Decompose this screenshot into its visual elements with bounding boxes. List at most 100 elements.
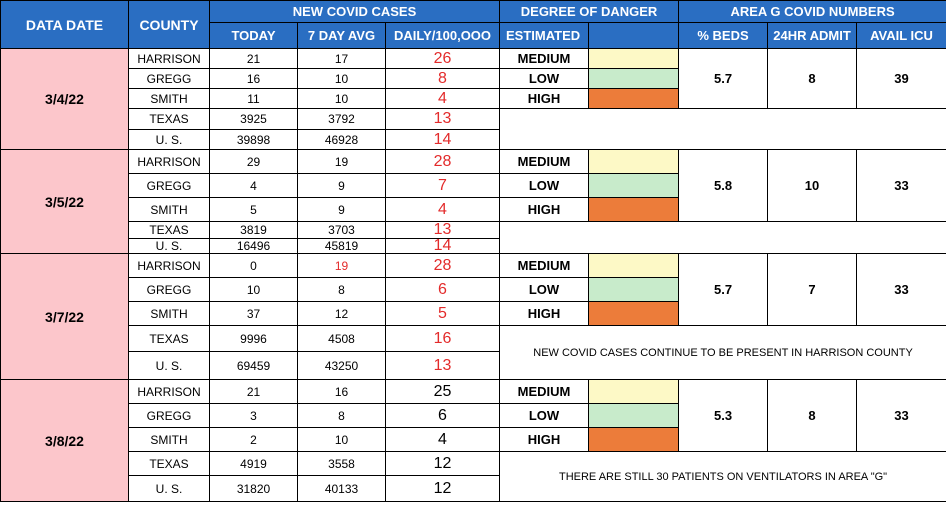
- county-cell: TEXAS: [128, 325, 210, 352]
- avg7-cell: 9: [297, 173, 386, 198]
- danger-swatch-low: [588, 173, 680, 198]
- county-cell: GREGG: [128, 173, 210, 198]
- icu-cell: 39: [856, 48, 946, 109]
- daily-cell: 13: [384, 108, 501, 130]
- today-cell: 3: [209, 403, 298, 428]
- danger-level-low: LOW: [499, 173, 590, 198]
- danger-swatch-high: [588, 427, 680, 452]
- county-cell: HARRISON: [128, 149, 210, 174]
- covid-report-table: DATA DATE COUNTY NEW COVID CASES DEGREE …: [0, 0, 946, 502]
- note-cell: NEW COVID CASES CONTINUE TO BE PRESENT I…: [499, 325, 946, 380]
- avg7-cell: 10: [297, 68, 386, 89]
- danger-level-high: HIGH: [499, 301, 590, 326]
- daily-header: DAILY/100,OOO: [384, 22, 501, 49]
- avg7-cell: 16: [297, 379, 386, 404]
- today-cell: 21: [209, 379, 298, 404]
- county-cell: HARRISON: [128, 253, 210, 278]
- county-cell: U. S.: [128, 129, 210, 150]
- county-cell: TEXAS: [128, 221, 210, 239]
- daily-cell: 6: [384, 403, 501, 428]
- avg7-cell: 10: [297, 88, 386, 109]
- danger-level-high: HIGH: [499, 427, 590, 452]
- today-cell: 4: [209, 173, 298, 198]
- danger-level-medium: MEDIUM: [499, 379, 590, 404]
- icu-header: AVAIL ICU: [856, 22, 946, 49]
- danger-swatch-low: [588, 277, 680, 302]
- data-date-header: DATA DATE: [0, 0, 129, 49]
- note-cell: [499, 221, 946, 254]
- avg7-cell: 12: [297, 301, 386, 326]
- danger-swatch-low: [588, 403, 680, 428]
- daily-cell: 6: [384, 277, 501, 302]
- avg7-cell: 4508: [297, 325, 386, 352]
- danger-swatch-high: [588, 197, 680, 222]
- admit-cell: 8: [767, 379, 858, 452]
- danger-level-medium: MEDIUM: [499, 149, 590, 174]
- daily-cell: 4: [384, 427, 501, 452]
- danger-swatch-medium: [588, 149, 680, 174]
- today-cell: 37: [209, 301, 298, 326]
- daily-cell: 4: [384, 88, 501, 109]
- daily-cell: 12: [384, 451, 501, 476]
- daily-cell: 13: [384, 351, 501, 380]
- daily-cell: 13: [384, 221, 501, 239]
- danger-level-low: LOW: [499, 403, 590, 428]
- today-cell: 21: [209, 48, 298, 69]
- date-cell: 3/5/22: [0, 149, 129, 254]
- beds-cell: 5.7: [678, 253, 769, 326]
- admit-cell: 7: [767, 253, 858, 326]
- county-cell: GREGG: [128, 277, 210, 302]
- today-cell: 69459: [209, 351, 298, 380]
- avg7-cell: 8: [297, 403, 386, 428]
- today-cell: 5: [209, 197, 298, 222]
- beds-cell: 5.3: [678, 379, 769, 452]
- daily-cell: 28: [384, 253, 501, 278]
- beds-header: % BEDS: [678, 22, 769, 49]
- county-cell: GREGG: [128, 403, 210, 428]
- danger-swatch-medium: [588, 253, 680, 278]
- daily-cell: 4: [384, 197, 501, 222]
- daily-cell: 12: [384, 475, 501, 502]
- date-cell: 3/7/22: [0, 253, 129, 380]
- degree-of-danger-header: DEGREE OF DANGER: [499, 0, 680, 23]
- avg7-cell: 3792: [297, 108, 386, 130]
- avg7-cell: 40133: [297, 475, 386, 502]
- daily-cell: 14: [384, 129, 501, 150]
- county-cell: GREGG: [128, 68, 210, 89]
- date-cell: 3/8/22: [0, 379, 129, 502]
- county-cell: SMITH: [128, 427, 210, 452]
- today-cell: 29: [209, 149, 298, 174]
- today-cell: 0: [209, 253, 298, 278]
- today-cell: 31820: [209, 475, 298, 502]
- new-covid-cases-header: NEW COVID CASES: [208, 0, 501, 23]
- danger-level-medium: MEDIUM: [499, 48, 590, 69]
- county-cell: HARRISON: [128, 379, 210, 404]
- today-cell: 3925: [209, 108, 298, 130]
- today-cell: 3819: [209, 221, 298, 239]
- admit-cell: 8: [767, 48, 858, 109]
- avg7-cell: 45819: [297, 238, 386, 254]
- daily-cell: 7: [384, 173, 501, 198]
- danger-swatch-high: [588, 88, 680, 109]
- avg7-header: 7 DAY AVG: [297, 22, 386, 49]
- county-cell: HARRISON: [128, 48, 210, 69]
- today-header: TODAY: [209, 22, 298, 49]
- avg7-cell: 43250: [297, 351, 386, 380]
- danger-level-medium: MEDIUM: [499, 253, 590, 278]
- avg7-cell: 46928: [297, 129, 386, 150]
- danger-level-high: HIGH: [499, 197, 590, 222]
- today-cell: 2: [209, 427, 298, 452]
- area-g-header: AREA G COVID NUMBERS: [678, 0, 946, 23]
- beds-cell: 5.8: [678, 149, 769, 222]
- danger-swatch-high: [588, 301, 680, 326]
- note-cell: [499, 108, 946, 150]
- daily-cell: 16: [384, 325, 501, 352]
- note-cell: THERE ARE STILL 30 PATIENTS ON VENTILATO…: [499, 451, 946, 502]
- today-cell: 39898: [209, 129, 298, 150]
- avg7-cell: 19: [297, 149, 386, 174]
- danger-swatch-low: [588, 68, 680, 89]
- daily-cell: 8: [384, 68, 501, 89]
- avg7-cell: 3703: [297, 221, 386, 239]
- today-cell: 11: [209, 88, 298, 109]
- avg7-cell: 9: [297, 197, 386, 222]
